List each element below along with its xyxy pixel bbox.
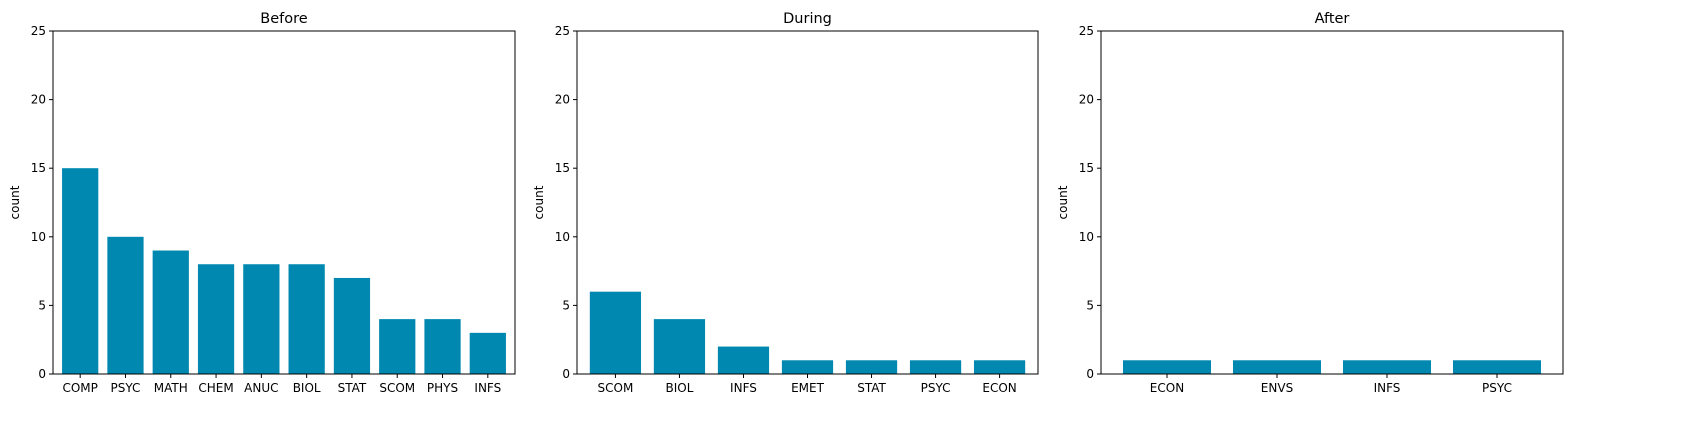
bar-anuc [243,264,280,374]
x-tick-label-infs: INFS [1374,381,1401,395]
x-tick-label-psyc: PSYC [111,381,141,395]
y-tick-label: 15 [555,161,570,175]
chart-panel-2: 0 5 10 15 20 25 SCOM BIOL INFS EMET STAT PSYC ECON Du… [532,11,1039,395]
x-tick-label-biol: BIOL [665,381,693,395]
x-tick-label-stat: STAT [857,381,886,395]
y-tick-label: 15 [31,161,46,175]
x-tick-label-scom: SCOM [379,381,415,395]
x-tick-label-biol: BIOL [293,381,321,395]
bar-math [152,250,189,374]
bar-stat [845,360,898,374]
x-tick-label-stat: STAT [338,381,367,395]
bar-infs [717,346,770,374]
bar-econ [1123,360,1211,374]
x-tick-label-envs: ENVS [1261,381,1293,395]
x-tick-label-econ: ECON [982,381,1016,395]
y-tick-label: 15 [1079,161,1094,175]
y-tick-label: 20 [1079,93,1094,107]
y-tick-label: 10 [555,230,570,244]
axes-frame [576,30,1039,375]
bar-psyc [107,236,144,374]
y-tick-label: 0 [1086,367,1094,381]
y-axis-label: count [532,185,546,219]
axes-frame [1100,30,1564,375]
chart-panel-3: 0 5 10 15 20 25 ECON ENVS INFS PSYC After count [1056,11,1564,395]
x-tick-label-infs: INFS [730,381,757,395]
bar-biol [653,319,706,374]
x-tick-label-psyc: PSYC [1482,381,1512,395]
bar-scom [379,319,416,374]
y-tick-label: 5 [562,298,570,312]
bar-phys [424,319,461,374]
bar-chem [197,264,235,374]
x-tick-label-psyc: PSYC [921,381,951,395]
y-tick-label: 20 [555,93,570,107]
x-tick-label-scom: SCOM [598,381,634,395]
bar-emet [781,360,834,374]
y-tick-label: 25 [31,24,46,38]
y-tick-label: 25 [555,24,570,38]
bar-psyc [1453,360,1541,374]
y-tick-label: 5 [38,298,46,312]
y-tick-label: 5 [1086,298,1094,312]
chart-title: Before [260,11,307,27]
chart-panel-1: 0 5 10 15 20 25 COMP PSYC MATH CHEM ANUC BIOL STAT SC… [8,11,516,395]
x-tick-label-anuc: ANUC [244,381,278,395]
bar-infs [1343,360,1431,374]
bar-psyc [909,360,962,374]
bar-econ [973,360,1026,374]
x-tick-label-chem: CHEM [198,381,233,395]
x-tick-label-math: MATH [154,381,188,395]
chart-title: After [1315,11,1350,27]
x-tick-label-phys: PHYS [427,381,458,395]
y-tick-label: 0 [562,367,570,381]
y-tick-label: 20 [31,93,46,107]
x-tick-label-infs: INFS [474,381,501,395]
bar-infs [469,332,506,374]
y-axis-label: count [8,185,22,219]
axes-frame [52,30,516,375]
chart-title: During [783,11,832,27]
y-tick-label: 25 [1079,24,1094,38]
y-axis-label: count [1056,185,1070,219]
bar-comp [62,168,99,374]
x-tick-label-econ: ECON [1150,381,1184,395]
y-tick-label: 10 [1079,230,1094,244]
x-tick-label-comp: COMP [62,381,97,395]
y-tick-label: 0 [38,367,46,381]
bar-stat [333,277,371,374]
y-tick-label: 10 [31,230,46,244]
bar-scom [589,291,642,374]
x-tick-label-emet: EMET [791,381,825,395]
bar-envs [1233,360,1321,374]
bar-biol [288,264,325,374]
